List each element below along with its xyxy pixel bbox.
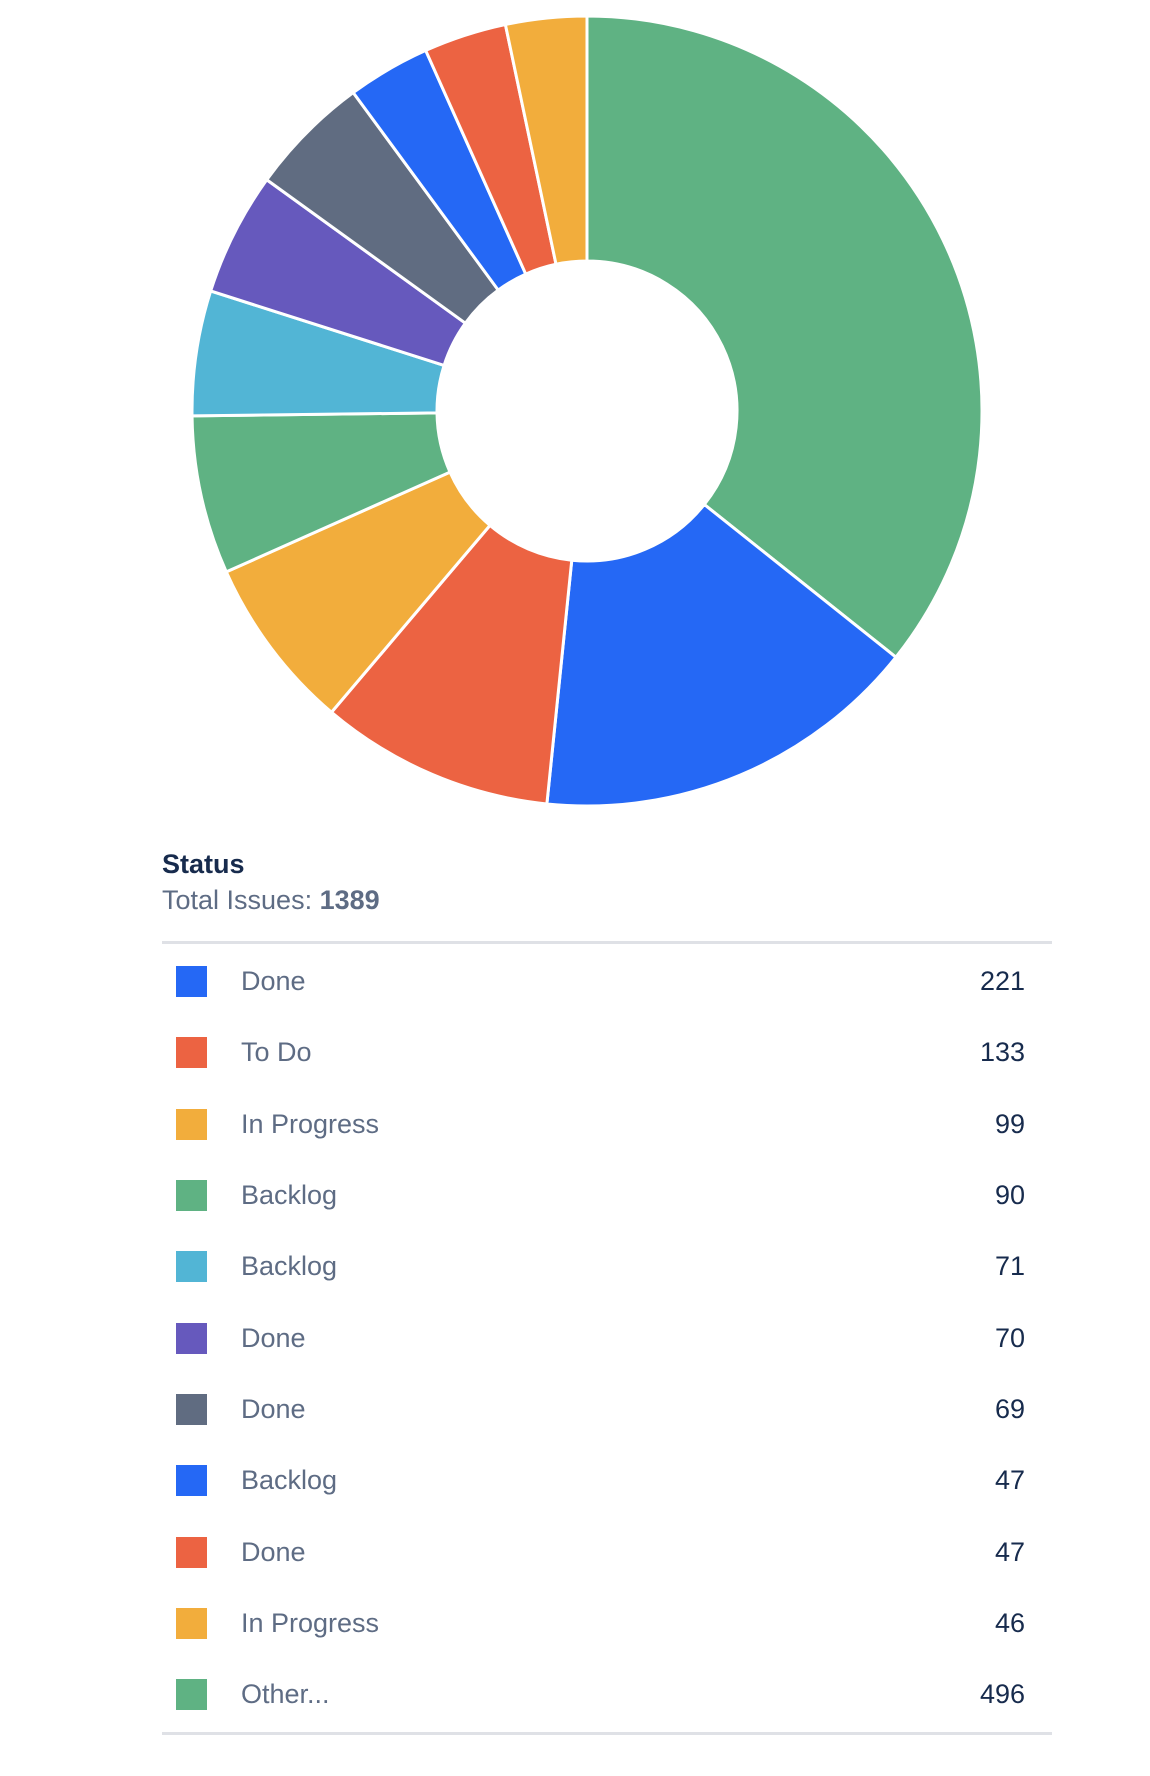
- chart-summary: Status Total Issues: 1389: [162, 846, 1052, 918]
- legend-swatch: [176, 1180, 207, 1212]
- legend-label: To Do: [241, 1037, 312, 1068]
- legend-value: 496: [979, 1679, 1025, 1710]
- donut-slice-1[interactable]: [585, 14, 984, 660]
- chart-title: Status: [162, 849, 245, 879]
- legend-swatch: [176, 1607, 207, 1639]
- total-issues-value: 1389: [319, 885, 380, 915]
- legend-label: Backlog: [241, 1465, 338, 1496]
- legend-swatch: [176, 1037, 207, 1069]
- legend-swatch: [176, 1536, 207, 1568]
- donut-slice-3[interactable]: [329, 523, 574, 806]
- legend-value: 71: [994, 1251, 1025, 1282]
- legend-label: Done: [241, 966, 306, 997]
- status-legend: Done 221 To Do 133 In Progress 99 Backlo…: [162, 941, 1052, 1736]
- legend-value: 47: [994, 1465, 1025, 1496]
- legend-swatch: [176, 1108, 207, 1140]
- total-issues-label: Total Issues:: [162, 885, 313, 915]
- legend-row[interactable]: Done 69: [162, 1374, 1052, 1445]
- legend-row[interactable]: To Do 133: [162, 1017, 1052, 1088]
- legend-row[interactable]: Done 221: [162, 946, 1052, 1017]
- legend-swatch: [176, 966, 207, 998]
- legend-label: Backlog: [241, 1251, 338, 1282]
- legend-row[interactable]: Backlog 71: [162, 1231, 1052, 1302]
- legend-label: Backlog: [241, 1180, 338, 1211]
- legend-value: 221: [979, 966, 1025, 997]
- legend-label: Other...: [241, 1679, 330, 1710]
- legend-row[interactable]: Backlog 47: [162, 1445, 1052, 1516]
- legend-row[interactable]: Done 47: [162, 1516, 1052, 1587]
- total-issues: Total Issues: 1389: [162, 882, 1052, 918]
- status-donut-chart: [190, 14, 984, 808]
- legend-swatch: [176, 1465, 207, 1497]
- legend-value: 46: [994, 1607, 1025, 1638]
- legend-value: 133: [979, 1037, 1025, 1068]
- legend-value: 99: [994, 1108, 1025, 1139]
- legend-label: Done: [241, 1322, 306, 1353]
- legend-value: 47: [994, 1536, 1025, 1567]
- legend-row[interactable]: Backlog 90: [162, 1160, 1052, 1231]
- legend-label: In Progress: [241, 1607, 380, 1638]
- legend-row[interactable]: In Progress 46: [162, 1588, 1052, 1659]
- legend-swatch: [176, 1393, 207, 1425]
- legend-label: Done: [241, 1536, 306, 1567]
- legend-value: 90: [994, 1180, 1025, 1211]
- legend-row[interactable]: Done 70: [162, 1302, 1052, 1373]
- legend-swatch: [176, 1322, 207, 1354]
- legend-value: 69: [994, 1393, 1025, 1424]
- legend-row[interactable]: In Progress 99: [162, 1089, 1052, 1160]
- donut-slice-2[interactable]: [545, 502, 899, 808]
- legend-label: In Progress: [241, 1108, 380, 1139]
- legend-swatch: [176, 1679, 207, 1711]
- donut-slice-11[interactable]: [503, 14, 589, 267]
- legend-label: Done: [241, 1393, 306, 1424]
- legend-value: 70: [994, 1322, 1025, 1353]
- legend-row[interactable]: Other... 496: [162, 1659, 1052, 1730]
- legend-swatch: [176, 1251, 207, 1283]
